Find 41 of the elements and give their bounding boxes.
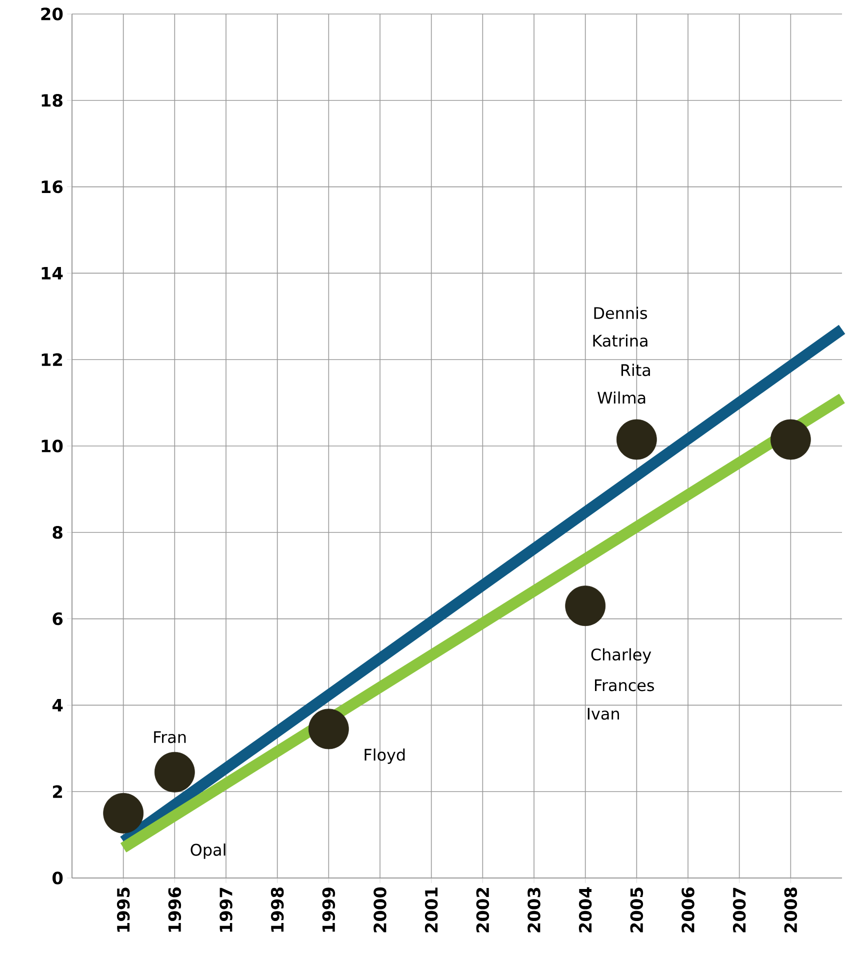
- y-tick-label: 16: [42, 180, 63, 194]
- point: [770, 419, 811, 460]
- y-tick-label: 20: [41, 8, 63, 20]
- x-tick-label: 2000: [374, 887, 386, 932]
- y-tick-label: 18: [42, 94, 62, 107]
- x-tick-label: 1999: [322, 888, 336, 932]
- y-tick-label: 8: [52, 526, 62, 539]
- annotation: Katrina: [593, 334, 648, 347]
- annotation: Charley: [591, 648, 652, 664]
- annotation: Dennis: [594, 306, 647, 320]
- x-tick-label: 2004: [578, 887, 592, 932]
- x-tick-label: 2006: [682, 887, 694, 932]
- y-tick-label: 12: [42, 353, 62, 366]
- point: [103, 792, 144, 834]
- y-tick-label: 14: [42, 267, 63, 280]
- annotation: Wilma: [598, 391, 646, 404]
- point: [308, 708, 349, 750]
- annotation: Frances: [594, 679, 654, 692]
- point: [616, 419, 657, 460]
- annotation: Rita: [621, 364, 650, 376]
- x-tick-label: 1998: [270, 888, 284, 932]
- point: [565, 586, 606, 626]
- x-tick-label: 2008: [784, 888, 798, 932]
- x-tick-label: 1995: [116, 888, 130, 932]
- y-tick-label: 2: [53, 785, 62, 798]
- y-tick-label: 4: [52, 699, 63, 712]
- x-tick-label: 2002: [476, 888, 490, 932]
- point: [154, 752, 195, 792]
- x-tick-label: 1997: [220, 888, 232, 932]
- x-tick-label: 2003: [528, 888, 540, 932]
- y-tick-label: 6: [52, 612, 63, 626]
- y-tick-label: 0: [52, 872, 63, 884]
- x-tick-label: 2001: [424, 888, 438, 932]
- annotation: Ivan: [588, 708, 619, 720]
- x-tick-label: 2005: [630, 888, 644, 932]
- annotation: Fran: [154, 731, 186, 744]
- x-tick-label: 1996: [168, 887, 182, 932]
- annotation: Opal: [190, 843, 226, 859]
- annotation: Floyd: [364, 748, 405, 764]
- y-tick-label: 10: [42, 440, 63, 452]
- x-tick-label: 2007: [732, 888, 746, 932]
